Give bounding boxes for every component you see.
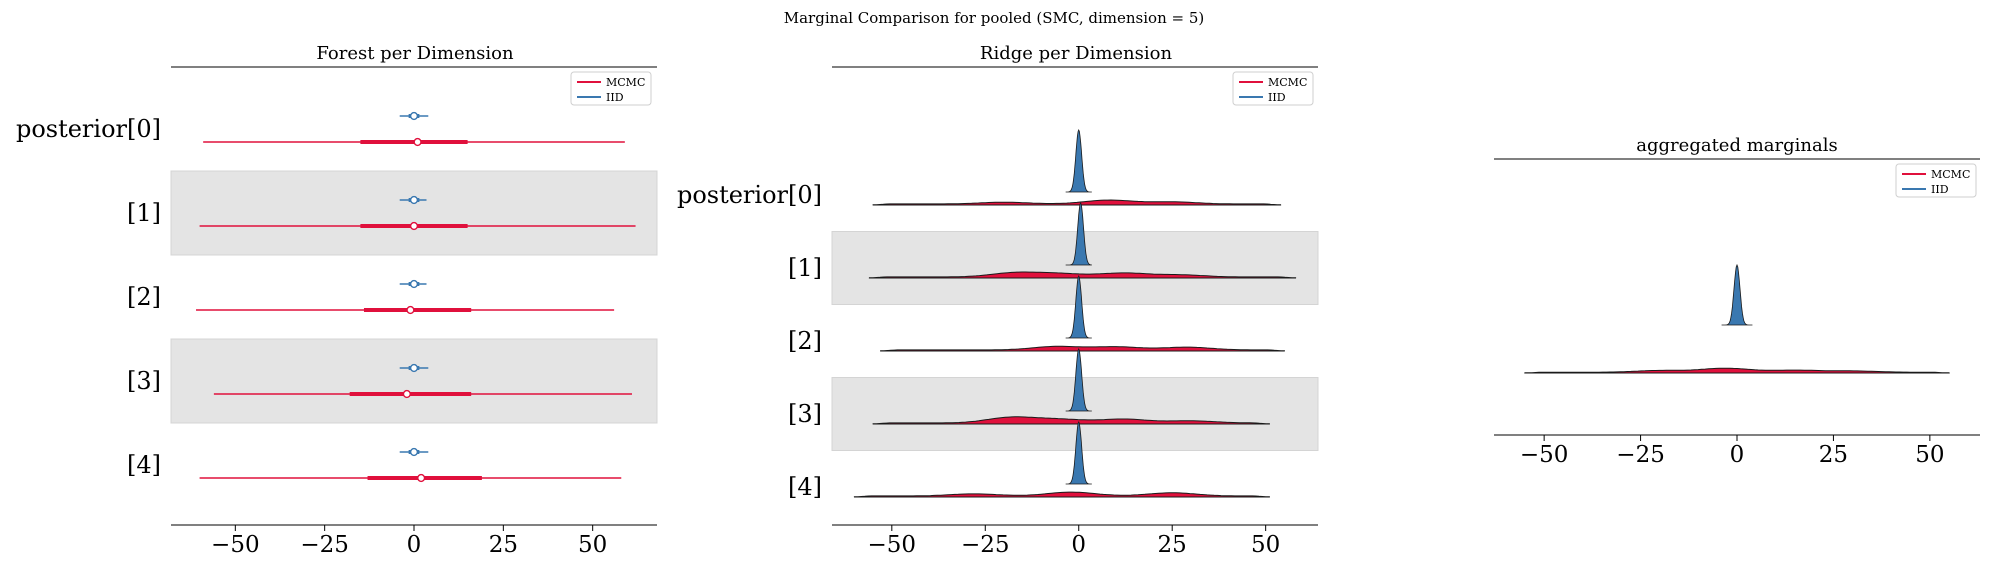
x-tick-label: 50: [1915, 442, 1944, 468]
x-tick-label: −25: [300, 532, 349, 558]
legend-label-iid: IID: [606, 91, 624, 104]
iid-median-point: [409, 363, 419, 373]
row-label: [3]: [788, 400, 822, 428]
x-tick-label: −25: [1616, 442, 1665, 468]
mcmc-density: [872, 416, 1270, 425]
aggregated-panel-title: aggregated marginals: [1636, 135, 1837, 156]
x-tick-label: −50: [1520, 442, 1569, 468]
x-tick-label: 25: [1158, 532, 1187, 558]
x-tick-label: −25: [961, 532, 1010, 558]
row-label: [2]: [127, 283, 161, 311]
row-label: [2]: [788, 327, 822, 355]
mcmc-median-point: [402, 389, 411, 399]
row-label: posterior[0]: [677, 181, 822, 209]
mcmc-density: [880, 345, 1285, 352]
row-label: [4]: [788, 473, 822, 501]
x-tick-label: −50: [211, 532, 260, 558]
x-tick-label: 25: [1819, 442, 1848, 468]
mcmc-density: [868, 271, 1297, 279]
iid-density: [1065, 347, 1092, 412]
forest-panel-title: Forest per Dimension: [316, 43, 514, 64]
iid-density: [1065, 128, 1092, 193]
mcmc-median-point: [406, 305, 415, 315]
ridge-panel: Ridge per Dimension −50 −25 0 25 50 posterior…: [677, 43, 1319, 558]
row-band: [831, 231, 1319, 305]
aggregated-panel: aggregated marginals −50 −25 0 25 50 MCMC IID: [1494, 135, 1980, 468]
legend-label-mcmc: MCMC: [606, 76, 645, 89]
row-label: [4]: [127, 451, 161, 479]
row-label: [3]: [127, 367, 161, 395]
mcmc-density: [853, 491, 1270, 498]
legend-label-iid: IID: [1268, 91, 1286, 104]
mcmc-median-point: [409, 221, 419, 231]
mcmc-density: [1524, 367, 1950, 374]
iid-density: [1065, 274, 1092, 339]
forest-panel: Forest per Dimension −50 −25 0 25 50 posterio…: [16, 43, 658, 558]
x-tick-label: 25: [489, 532, 518, 558]
legend-label-mcmc: MCMC: [1931, 168, 1970, 181]
legend-label-iid: IID: [1931, 183, 1949, 196]
legend-label-mcmc: MCMC: [1268, 76, 1307, 89]
x-tick-label: 0: [1730, 442, 1745, 468]
mcmc-median-point: [413, 137, 422, 147]
iid-density: [1721, 263, 1753, 326]
ridge-panel-title: Ridge per Dimension: [980, 43, 1173, 64]
iid-median-point: [409, 195, 419, 205]
row-label: [1]: [127, 199, 161, 227]
x-tick-label: 50: [578, 532, 607, 558]
row-band: [170, 338, 658, 424]
row-band: [170, 170, 658, 256]
iid-density: [1065, 202, 1092, 266]
mcmc-median-point: [417, 473, 426, 483]
x-tick-label: 0: [1071, 532, 1086, 558]
x-tick-label: 0: [407, 532, 422, 558]
iid-median-point: [409, 279, 419, 289]
x-tick-label: 50: [1251, 532, 1280, 558]
iid-median-point: [409, 111, 419, 121]
row-label: [1]: [788, 254, 822, 282]
iid-median-point: [409, 447, 419, 457]
figure-suptitle: Marginal Comparison for pooled (SMC, dim…: [784, 9, 1204, 27]
row-label: posterior[0]: [16, 115, 161, 143]
x-tick-label: −50: [868, 532, 917, 558]
mcmc-density: [872, 199, 1282, 206]
iid-density: [1065, 420, 1092, 485]
